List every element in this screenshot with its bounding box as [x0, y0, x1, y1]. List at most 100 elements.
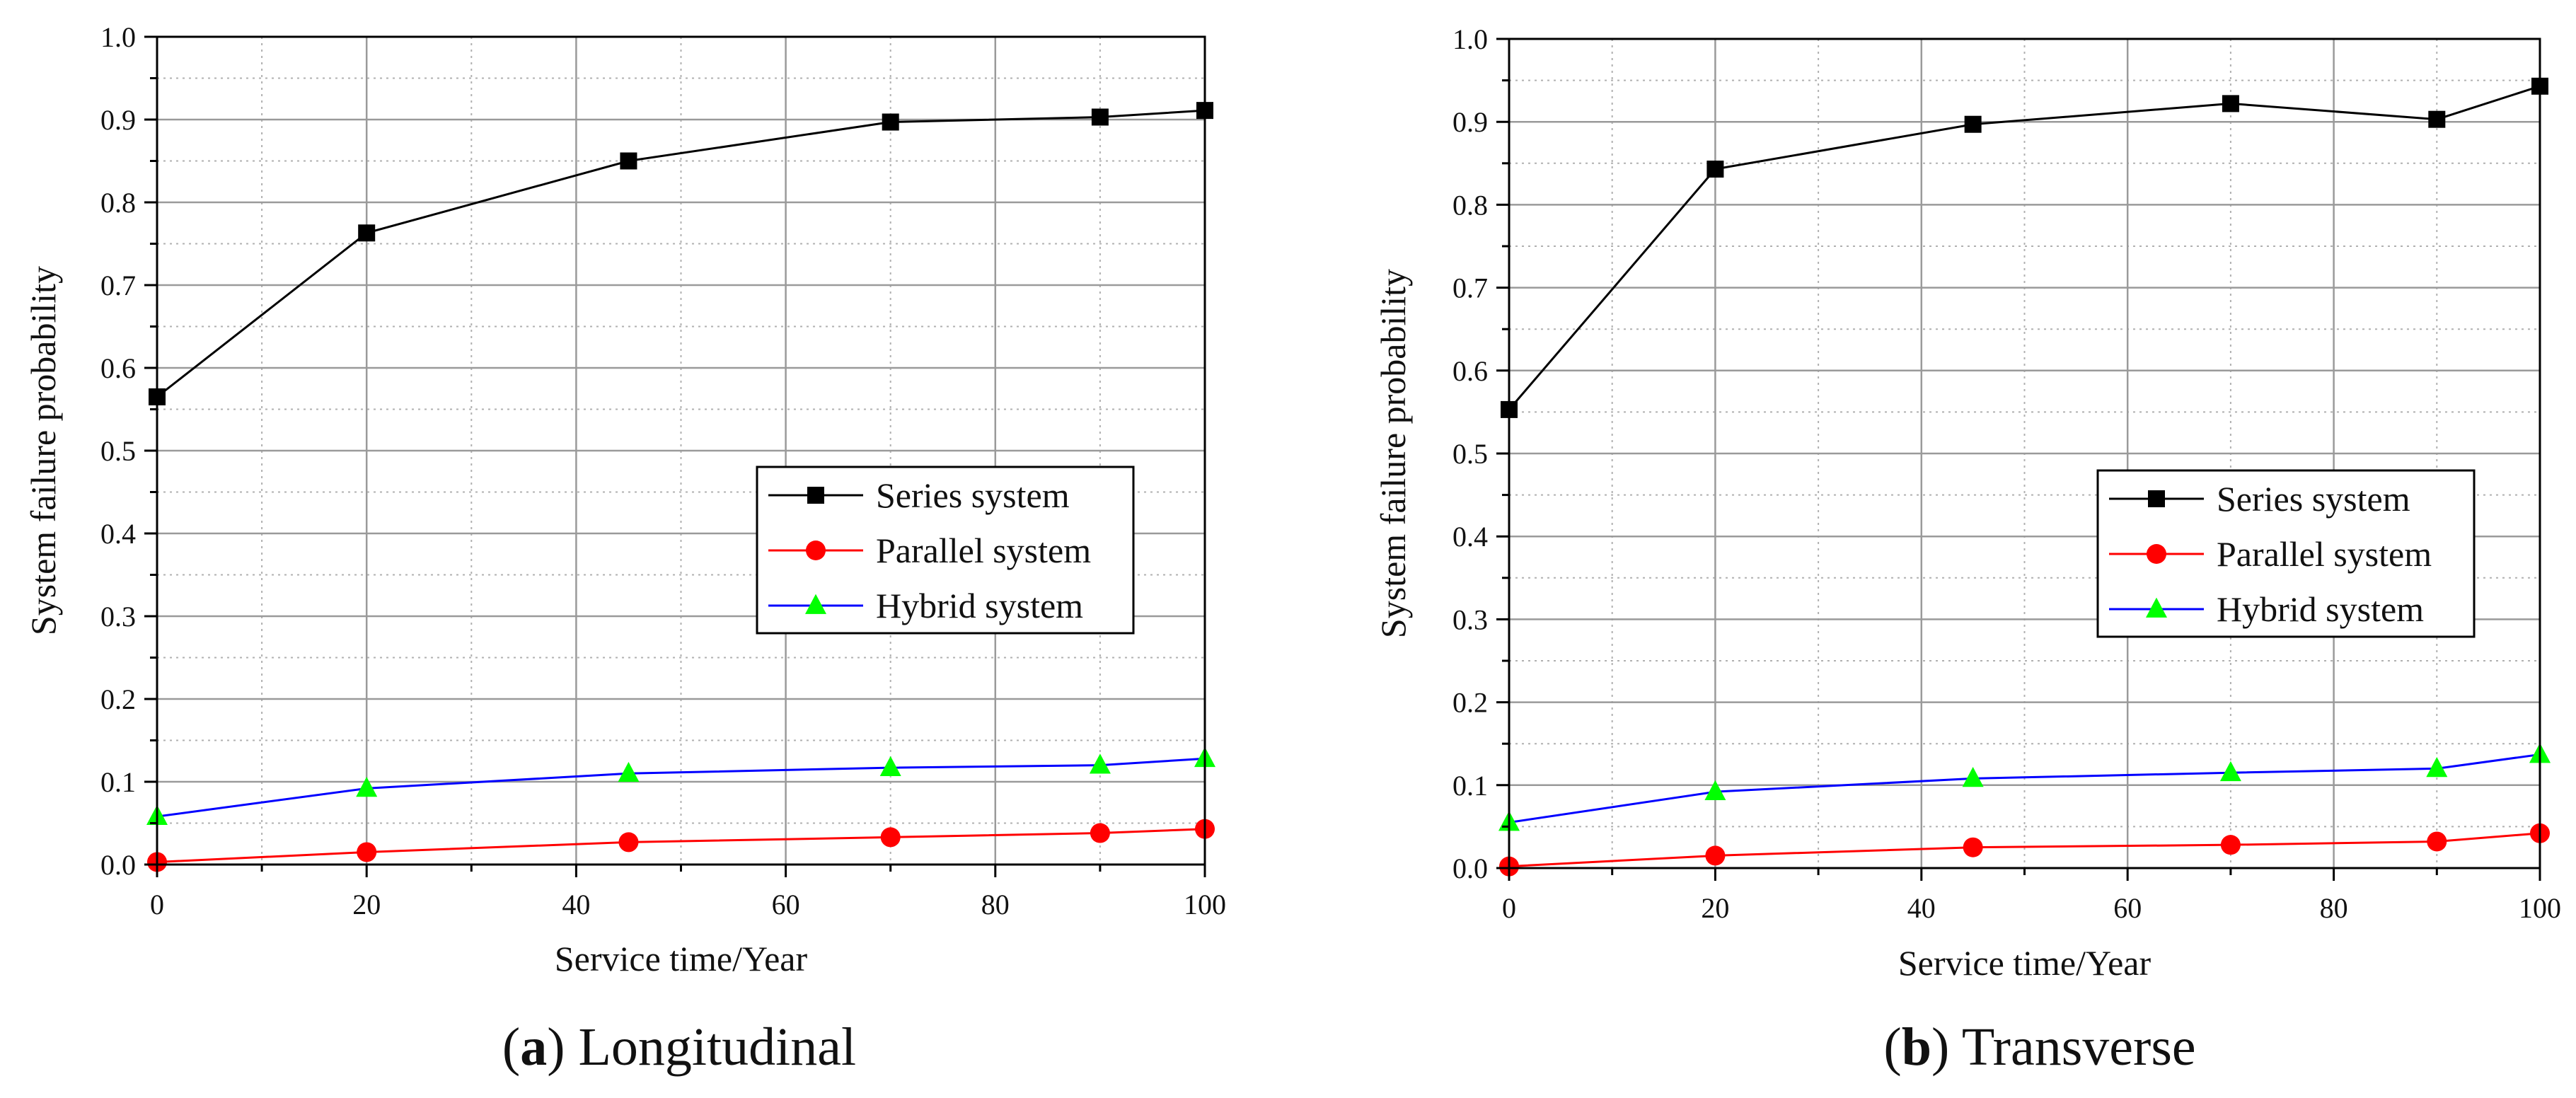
chart-panel-a: 0 20 40 60 80 100 0.0 0.1 0.2 0.3 0.4 0.5 0.6 0.7 0.8 0…: [23, 21, 1226, 1077]
legend: Series system Parallel system Hybrid syste…: [2096, 469, 2476, 638]
y-tick-label: 0.0: [1452, 853, 1488, 884]
series-line-series-system: [156, 109, 1206, 398]
y-tick-label: 0.5: [1452, 438, 1488, 470]
y-tick-label: 0.7: [1452, 272, 1488, 304]
series-line-series-system: [1508, 85, 2541, 410]
gridlines: [1508, 37, 2541, 869]
data-point-parallel-system: [880, 827, 901, 848]
data-point-parallel-system: [2427, 831, 2447, 852]
data-point-parallel-system: [1090, 823, 1110, 843]
gridlines: [156, 35, 1206, 866]
x-tick-label: 20: [352, 889, 381, 920]
x-tick-label: 80: [2320, 892, 2348, 924]
data-point-hybrid-system: [2426, 756, 2448, 778]
legend-label: Series system: [876, 475, 1070, 515]
series-line-hybrid-system: [156, 757, 1206, 818]
series-layer: [146, 102, 1215, 872]
data-point-parallel-system: [618, 832, 639, 853]
data-point-series-system: [1091, 108, 1109, 126]
tick-labels: 0 20 40 60 80 100 0.0 0.1 0.2 0.3 0.4 0.5 0.6 0.7 0.8 0…: [1452, 23, 2561, 924]
y-tick-label: 0.8: [100, 187, 136, 219]
data-point-parallel-system: [1963, 837, 1983, 857]
legend-marker: [807, 487, 824, 504]
y-tick-label: 0.0: [100, 849, 136, 881]
legend: Series system Parallel system Hybrid syste…: [756, 466, 1135, 635]
data-point-parallel-system: [1705, 845, 1726, 866]
y-tick-label: 1.0: [100, 21, 136, 53]
y-tick-label: 1.0: [1452, 23, 1488, 55]
data-point-hybrid-system: [356, 776, 378, 797]
legend-marker: [2146, 597, 2167, 618]
data-point-series-system: [1706, 161, 1724, 178]
data-point-series-system: [2222, 95, 2239, 112]
x-tick-label: 80: [981, 889, 1010, 920]
chart-panel-b: 0 20 40 60 80 100 0.0 0.1 0.2 0.3 0.4 0.5 0.6 0.7 0.8 0…: [1373, 23, 2561, 1077]
legend-label: Parallel system: [876, 531, 1091, 570]
x-tick-label: 60: [772, 889, 800, 920]
axis-ticks: [1496, 37, 2541, 881]
data-point-series-system: [358, 224, 376, 242]
x-tick-label: 0: [150, 889, 164, 920]
y-axis-title: System failure probability: [23, 266, 63, 635]
data-point-hybrid-system: [1962, 767, 1984, 787]
y-tick-label: 0.2: [1452, 687, 1488, 719]
series-line-parallel-system: [156, 828, 1206, 863]
y-tick-label: 0.4: [100, 518, 136, 550]
y-tick-label: 0.1: [1452, 770, 1488, 802]
legend-entries: Series system Parallel system Hybrid syste…: [2109, 479, 2432, 629]
y-tick-label: 0.6: [1452, 355, 1488, 387]
x-tick-label: 60: [2113, 892, 2142, 924]
legend-marker: [2148, 490, 2165, 507]
x-tick-label: 100: [2519, 892, 2561, 924]
series-layer: [1498, 77, 2551, 877]
data-point-hybrid-system: [1704, 780, 1726, 801]
x-axis-title: Service time/Year: [1898, 943, 2152, 983]
legend-label: Parallel system: [2217, 534, 2432, 574]
y-tick-label: 0.7: [100, 270, 136, 301]
axis-ticks: [144, 35, 1206, 877]
x-tick-label: 20: [1701, 892, 1729, 924]
y-axis-title: System failure probability: [1373, 269, 1413, 638]
figure-caption-a: (a) Longitudinal: [502, 1017, 856, 1077]
legend-marker: [806, 541, 826, 560]
data-point-hybrid-system: [1089, 753, 1111, 774]
y-tick-label: 0.3: [100, 601, 136, 632]
y-tick-label: 0.9: [100, 104, 136, 136]
x-tick-label: 100: [1184, 889, 1226, 920]
caption-title: Longitudinal: [579, 1017, 857, 1077]
x-tick-label: 40: [1907, 892, 1936, 924]
data-point-parallel-system: [357, 842, 377, 862]
y-tick-label: 0.5: [100, 435, 136, 467]
caption-label: b: [1902, 1017, 1931, 1077]
figure-caption-b: (b) Transverse: [1883, 1017, 2195, 1077]
y-tick-label: 0.6: [100, 352, 136, 384]
legend-marker: [2147, 544, 2166, 564]
data-point-hybrid-system: [2219, 761, 2241, 782]
series-line-parallel-system: [1508, 832, 2541, 868]
y-tick-label: 0.1: [100, 766, 136, 798]
data-point-hybrid-system: [618, 761, 640, 782]
legend-entries: Series system Parallel system Hybrid syste…: [768, 475, 1091, 625]
data-point-series-system: [882, 113, 899, 131]
y-tick-label: 0.2: [100, 683, 136, 715]
data-point-series-system: [1964, 115, 1982, 133]
legend-label: Series system: [2217, 479, 2410, 519]
caption-label: a: [520, 1017, 547, 1077]
caption-title: Transverse: [1962, 1017, 2196, 1077]
x-tick-label: 40: [562, 889, 590, 920]
data-point-parallel-system: [2220, 835, 2241, 855]
x-tick-label: 0: [1502, 892, 1516, 924]
y-tick-label: 0.8: [1452, 189, 1488, 221]
legend-label: Hybrid system: [876, 586, 1083, 625]
y-tick-label: 0.3: [1452, 603, 1488, 635]
y-tick-label: 0.4: [1452, 521, 1488, 553]
x-axis-title: Service time/Year: [555, 939, 808, 978]
data-point-series-system: [2428, 110, 2446, 128]
y-tick-label: 0.9: [1452, 106, 1488, 138]
legend-marker: [805, 594, 826, 614]
data-point-series-system: [620, 152, 637, 170]
legend-label: Hybrid system: [2217, 589, 2424, 629]
data-point-hybrid-system: [879, 756, 901, 776]
tick-labels: 0 20 40 60 80 100 0.0 0.1 0.2 0.3 0.4 0.5 0.6 0.7 0.8 0…: [100, 21, 1226, 920]
